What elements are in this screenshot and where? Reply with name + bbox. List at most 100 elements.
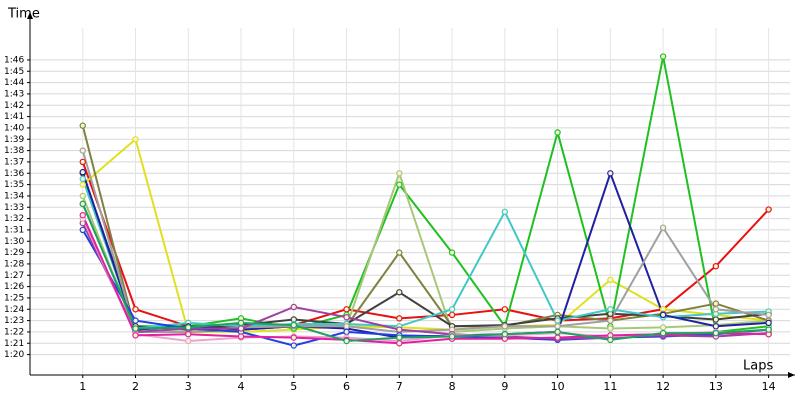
data-point: [237, 319, 245, 327]
y-tick-label: 1:26: [4, 282, 24, 292]
data-point: [448, 333, 456, 340]
series-line: [81, 222, 769, 340]
data-point: [712, 306, 720, 313]
data-point: [712, 316, 720, 323]
data-point: [290, 303, 297, 311]
data-point: [237, 325, 245, 332]
y-tick-label: 1:31: [4, 225, 24, 235]
data-point: [712, 329, 720, 337]
y-tick-label: 1:39: [4, 135, 24, 145]
x-tick-label: 10: [551, 380, 565, 393]
data-point: [79, 175, 86, 183]
y-tick-label: 1:32: [4, 214, 24, 224]
data-point: [501, 208, 509, 215]
data-point: [290, 342, 297, 349]
data-point: [79, 158, 86, 166]
data-point: [659, 224, 667, 231]
plot-area: [79, 53, 772, 349]
x-tick-label: 8: [449, 380, 456, 393]
data-point: [396, 340, 403, 347]
data-point: [396, 249, 403, 256]
data-point: [132, 325, 139, 332]
data-point: [396, 334, 403, 341]
data-point: [132, 332, 139, 339]
data-point: [607, 170, 614, 177]
data-point: [290, 321, 297, 329]
data-point: [343, 328, 350, 336]
data-point: [343, 306, 350, 313]
data-point: [765, 311, 772, 319]
series-line: [81, 161, 770, 328]
data-point: [607, 325, 614, 332]
data-point: [396, 181, 403, 188]
y-tick-label: 1:44: [4, 78, 24, 88]
series-line: [81, 203, 769, 343]
data-point: [659, 53, 667, 60]
data-point: [79, 181, 86, 188]
y-tick-label: 1:23: [4, 316, 24, 326]
data-point: [79, 192, 86, 200]
y-tick-label: 1:42: [4, 101, 24, 111]
data-point: [554, 317, 561, 324]
data-point: [396, 289, 403, 296]
data-point: [448, 306, 456, 313]
x-tick-label: 14: [762, 380, 776, 393]
y-tick-label: 1:34: [4, 191, 24, 201]
y-axis-label: Time: [7, 7, 40, 22]
x-tick-label: 12: [656, 380, 670, 393]
data-point: [659, 311, 667, 319]
data-point: [607, 336, 614, 344]
data-point: [765, 206, 772, 213]
data-point: [659, 324, 667, 331]
data-point: [132, 317, 139, 324]
data-point: [185, 331, 192, 338]
data-point: [448, 311, 456, 319]
data-point: [607, 276, 614, 283]
data-point: [554, 129, 561, 136]
data-point: [79, 122, 86, 129]
data-point: [607, 306, 614, 313]
data-point: [79, 226, 86, 234]
data-point: [185, 324, 192, 331]
data-point: [343, 323, 350, 330]
y-tick-label: 1:20: [4, 350, 24, 360]
x-tick-label: 4: [238, 380, 245, 393]
data-point: [607, 317, 614, 324]
x-tick-label: 3: [185, 380, 192, 393]
data-point: [712, 323, 720, 330]
x-tick-label: 9: [501, 380, 508, 393]
y-tick-label: 1:25: [4, 293, 24, 303]
x-tick-label: 11: [603, 380, 617, 393]
data-point: [765, 319, 772, 327]
y-tick-label: 1:21: [4, 339, 24, 349]
series-line: [81, 178, 769, 330]
data-point: [554, 323, 561, 330]
x-tick-label: 2: [132, 380, 139, 393]
x-axis-label: Laps: [743, 359, 773, 374]
data-point: [396, 326, 403, 333]
data-point: [712, 263, 720, 270]
data-point: [396, 170, 403, 177]
data-point: [554, 334, 561, 341]
y-tick-label: 1:35: [4, 180, 24, 190]
data-point: [396, 315, 403, 322]
y-tick-label: 1:28: [4, 259, 24, 269]
y-tick-label: 1:29: [4, 248, 24, 258]
data-point: [290, 334, 297, 341]
y-tick-label: 1:33: [4, 203, 24, 213]
x-tick-label: 6: [343, 380, 350, 393]
y-tick-label: 1:46: [4, 55, 24, 65]
y-tick-label: 1:38: [4, 146, 24, 156]
data-point: [501, 306, 509, 313]
data-point: [79, 211, 86, 219]
y-tick-label: 1:37: [4, 157, 24, 167]
x-tick-label: 13: [709, 380, 723, 393]
y-tick-label: 1:27: [4, 271, 24, 281]
data-point: [501, 323, 509, 330]
y-tick-label: 1:24: [4, 305, 24, 315]
y-tick-label: 1:41: [4, 112, 24, 122]
data-point: [712, 300, 720, 307]
series-line: [81, 56, 769, 334]
data-point: [659, 329, 667, 337]
